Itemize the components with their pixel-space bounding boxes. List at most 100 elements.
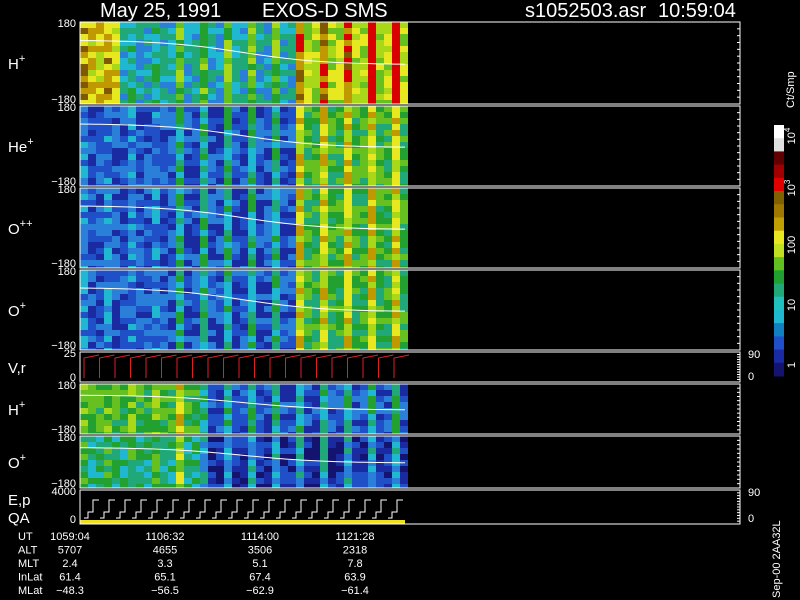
spectrogram-cell: [184, 248, 192, 254]
spectrogram-cell: [224, 224, 232, 230]
spectrogram-cell: [304, 466, 312, 472]
spectrogram-cell: [128, 224, 136, 230]
spectrogram-cell: [192, 194, 200, 200]
spectrogram-cell: [152, 178, 160, 184]
spectrogram-cell: [400, 118, 408, 124]
spectrogram-cell: [256, 28, 264, 34]
spectrogram-cell: [328, 472, 336, 478]
spectrogram-cell: [304, 34, 312, 40]
panel-frame: [79, 351, 741, 383]
colorbar-label: 100: [786, 236, 798, 254]
spectrogram-cell: [136, 194, 144, 200]
spectrogram-cell: [192, 472, 200, 478]
spectrogram-cell: [376, 466, 384, 472]
spectrogram-cell: [392, 336, 400, 342]
spectrogram-cell: [336, 76, 344, 82]
spectrogram-cell: [368, 100, 376, 104]
spectrogram-cell: [296, 154, 304, 160]
spectrogram-cell: [384, 484, 392, 488]
spectrogram-cell: [368, 396, 376, 402]
spectrogram-cell: [264, 260, 272, 266]
spectrogram-cell: [400, 288, 408, 294]
spectrogram-cell: [288, 236, 296, 242]
spectrogram-cell: [376, 88, 384, 94]
spectrogram-cell: [360, 148, 368, 154]
spectrogram-cell: [352, 166, 360, 172]
spectrogram-cell: [328, 236, 336, 242]
spectrogram-cell: [216, 106, 224, 112]
spectrogram-cell: [272, 396, 280, 402]
spectrogram-cell: [144, 266, 152, 268]
spectrogram-cell: [232, 28, 240, 34]
spectrogram-cell: [344, 230, 352, 236]
spectrogram-cell: [280, 426, 288, 432]
spectrogram-cell: [304, 112, 312, 118]
spectrogram-cell: [120, 100, 128, 104]
spectrogram-cell: [120, 270, 128, 276]
spectrogram-cell: [392, 160, 400, 166]
spectrogram-cell: [376, 248, 384, 254]
spectrogram-cell: [296, 88, 304, 94]
spectrogram-cell: [176, 330, 184, 336]
spectrogram-cell: [128, 178, 136, 184]
spectrogram-cell: [112, 426, 120, 432]
spectrogram-cell: [128, 324, 136, 330]
spectrogram-cell: [208, 484, 216, 488]
spectrogram-cell: [216, 224, 224, 230]
spectrogram-cell: [288, 266, 296, 268]
spectrogram-cell: [128, 254, 136, 260]
spectrogram-cell: [248, 70, 256, 76]
spectrogram-cell: [392, 136, 400, 142]
spectrogram-cell: [136, 160, 144, 166]
spectrogram-cell: [120, 236, 128, 242]
spectrogram-cell: [352, 306, 360, 312]
spectrogram-cell: [184, 118, 192, 124]
spectrogram-cell: [96, 230, 104, 236]
spectrogram-cell: [352, 324, 360, 330]
spectrogram-cell: [368, 436, 376, 442]
spectrogram-cell: [400, 136, 408, 142]
y-tick-bottom: −180: [51, 340, 76, 352]
spectrogram-cell: [304, 118, 312, 124]
spectrogram-cell: [216, 436, 224, 442]
spectrogram-cell: [336, 402, 344, 408]
spectrogram-cell: [144, 254, 152, 260]
cell: −48.3: [56, 585, 84, 597]
spectrogram-cell: [264, 148, 272, 154]
spectrogram-cell: [152, 454, 160, 460]
spectrogram-cell: [120, 82, 128, 88]
spectrogram-cell: [176, 460, 184, 466]
spectrogram-cell: [376, 478, 384, 484]
spectrogram-cell: [296, 70, 304, 76]
spectrogram-cell: [288, 414, 296, 420]
spectrogram-cell: [224, 448, 232, 454]
spectrogram-cell: [248, 124, 256, 130]
spectrogram-cell: [112, 300, 120, 306]
spectrogram-cell: [368, 460, 376, 466]
spectrogram-cell: [144, 384, 152, 390]
spectrogram-cell: [328, 324, 336, 330]
spectrogram-cell: [248, 236, 256, 242]
spectrogram-cell: [184, 254, 192, 260]
spectrogram-cell: [352, 34, 360, 40]
spectrogram-cell: [96, 442, 104, 448]
spectrogram-cell: [328, 266, 336, 268]
spectrogram-cell: [184, 270, 192, 276]
spectrogram-cell: [88, 466, 96, 472]
spectrogram-cell: [224, 270, 232, 276]
spectrogram-cell: [392, 118, 400, 124]
trace-line: [79, 287, 406, 312]
spectrogram-cell: [304, 318, 312, 324]
spectrogram-cell: [328, 34, 336, 40]
spectrogram-cell: [304, 254, 312, 260]
spectrogram-cell: [368, 270, 376, 276]
spectrogram-cell: [304, 160, 312, 166]
colorbar-cell: [774, 230, 784, 245]
y-tick-bottom: −180: [51, 94, 76, 106]
spectrogram-cell: [288, 318, 296, 324]
spectrogram-cell: [400, 442, 408, 448]
spectrogram-cell: [200, 154, 208, 160]
spectrogram-cell: [240, 324, 248, 330]
spectrogram-cell: [112, 166, 120, 172]
spectrogram-cell: [224, 324, 232, 330]
